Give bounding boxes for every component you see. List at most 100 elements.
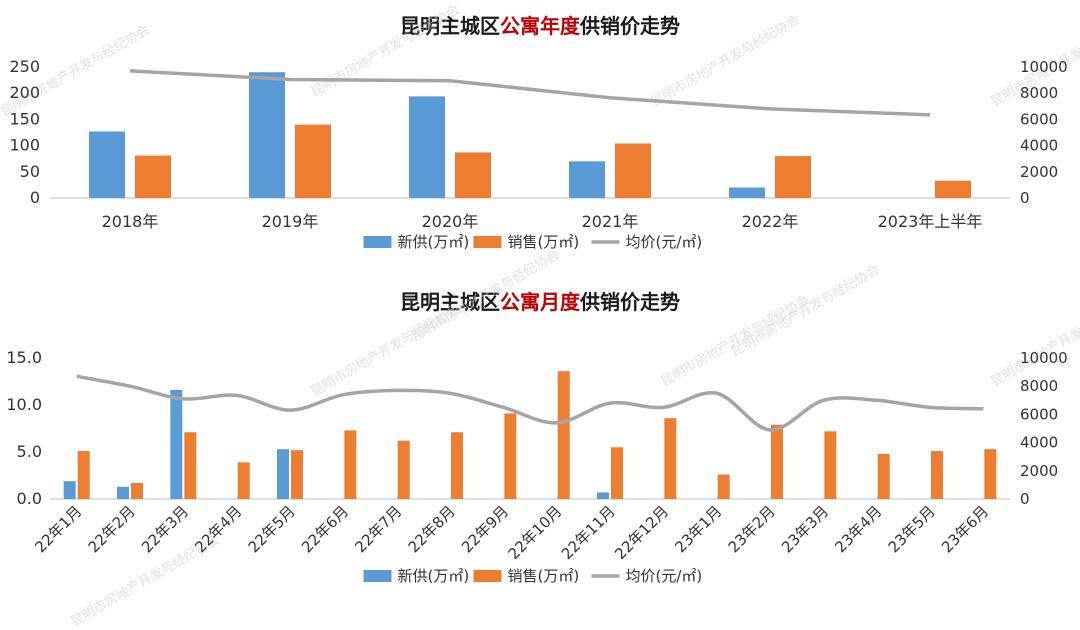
chart1-x-tick: 2020年 bbox=[422, 212, 479, 231]
chart2-sales-bar bbox=[611, 447, 623, 499]
charts-canvas: 250 200 150 100 50 0 10000 8000 6000 4000 2000 0 201… bbox=[6, 57, 1068, 585]
chart2-x-tick: 22年3月 bbox=[138, 502, 192, 556]
chart1-y2-tick: 6000 bbox=[1020, 110, 1058, 128]
chart2-supply-bar bbox=[117, 486, 129, 499]
chart1-supply-bar bbox=[89, 131, 125, 198]
chart2-sales-bar bbox=[877, 453, 890, 499]
chart1-y-tick: 250 bbox=[9, 57, 40, 76]
chart2-y-tick: 15.0 bbox=[6, 348, 42, 367]
chart2-sales-bar bbox=[504, 413, 517, 499]
chart2-title-part3: 供销价走势 bbox=[580, 290, 680, 314]
chart2-sales-bar bbox=[131, 483, 143, 499]
chart1-y2-tick: 8000 bbox=[1020, 84, 1058, 102]
chart2-sales-bar bbox=[77, 451, 90, 499]
chart1-legend-swatch bbox=[473, 236, 502, 248]
chart2-sales-bar bbox=[771, 424, 783, 499]
chart2-y-tick: 5.0 bbox=[17, 442, 42, 461]
chart2-x-tick: 23年1月 bbox=[671, 502, 725, 556]
chart1-legend-label: 新供(万㎡) bbox=[398, 233, 470, 251]
chart2-legend-label: 均价(元/㎡) bbox=[626, 567, 703, 585]
chart2-y2-tick: 8000 bbox=[1020, 377, 1058, 395]
chart2-x-tick: 22年1月 bbox=[31, 502, 85, 556]
chart1-title-part1: 昆明主城区 bbox=[400, 14, 500, 38]
chart2-y-tick: 0.0 bbox=[17, 489, 42, 508]
chart2-sales-bar bbox=[664, 418, 677, 499]
chart2-x-tick: 22年7月 bbox=[351, 502, 405, 556]
chart2-title: 昆明主城区公寓月度供销价走势 bbox=[0, 286, 1080, 315]
chart2-x-tick: 22年12月 bbox=[611, 502, 672, 563]
chart2-y2-tick: 10000 bbox=[1020, 349, 1068, 367]
chart2-supply-bar bbox=[597, 492, 609, 499]
chart1-sales-bar bbox=[295, 124, 331, 198]
chart1-y2-tick: 4000 bbox=[1020, 137, 1058, 155]
chart2-sales-bar bbox=[451, 432, 463, 499]
chart2-supply-bar bbox=[170, 389, 183, 499]
chart1-x-tick: 2018年 bbox=[102, 212, 159, 231]
chart1-title: 昆明主城区公寓年度供销价走势 bbox=[0, 10, 1080, 39]
chart1-y2-tick: 2000 bbox=[1020, 163, 1058, 181]
chart1-supply-bar bbox=[569, 161, 605, 198]
chart1-legend-swatch bbox=[363, 236, 392, 248]
chart1-title-part3: 供销价走势 bbox=[580, 14, 680, 38]
chart2-sales-bar bbox=[717, 474, 730, 499]
chart2-x-tick: 23年2月 bbox=[725, 502, 779, 556]
chart2-y2-tick: 6000 bbox=[1020, 405, 1058, 423]
chart2-x-tick: 23年3月 bbox=[778, 502, 832, 556]
chart1-legend-label: 销售(万㎡) bbox=[508, 233, 580, 251]
chart1-y2-tick: 0 bbox=[1020, 189, 1030, 207]
chart2-y2-tick: 0 bbox=[1020, 490, 1030, 508]
chart1-sales-bar bbox=[775, 156, 811, 198]
chart1-price-line bbox=[129, 69, 931, 117]
chart2-sales-bar bbox=[184, 432, 197, 499]
chart1-x-tick: 2019年 bbox=[262, 212, 319, 231]
chart1-x-tick: 2022年 bbox=[742, 212, 799, 231]
chart1-title-highlight: 公寓年度 bbox=[500, 14, 580, 38]
chart2-x-tick: 23年4月 bbox=[831, 502, 885, 556]
chart2-x-tick: 22年2月 bbox=[85, 502, 139, 556]
chart2-sales-bar bbox=[931, 451, 943, 499]
chart2-legend-label: 新供(万㎡) bbox=[398, 567, 470, 585]
chart1-sales-bar bbox=[455, 152, 491, 198]
chart2-sales-bar bbox=[291, 450, 303, 499]
chart1-legend-label: 均价(元/㎡) bbox=[626, 233, 703, 251]
chart1-supply-bar bbox=[729, 187, 765, 198]
chart2-y2-tick: 2000 bbox=[1020, 462, 1058, 480]
chart2-sales-bar bbox=[237, 462, 250, 499]
chart2-y2-tick: 4000 bbox=[1020, 434, 1058, 452]
chart1-x-tick: 2023年上半年 bbox=[878, 212, 983, 231]
chart1-y-tick: 200 bbox=[9, 83, 40, 102]
chart2-title-highlight: 公寓月度 bbox=[500, 290, 580, 314]
chart2-x-tick: 22年9月 bbox=[458, 502, 512, 556]
chart2-legend-swatch bbox=[363, 570, 392, 582]
chart2-sales-bar bbox=[824, 431, 837, 499]
chart1-y-tick: 150 bbox=[9, 109, 40, 128]
chart2-price-line bbox=[76, 374, 984, 432]
chart1-y-tick: 0 bbox=[30, 188, 40, 207]
chart2-legend-label: 销售(万㎡) bbox=[508, 567, 580, 585]
chart1-sales-bar bbox=[935, 180, 971, 198]
chart1-sales-bar bbox=[135, 155, 171, 198]
chart2-x-tick: 23年6月 bbox=[938, 502, 992, 556]
chart1-x-tick: 2021年 bbox=[582, 212, 639, 231]
chart2-x-tick: 23年5月 bbox=[885, 502, 939, 556]
chart2-sales-bar bbox=[397, 440, 410, 499]
chart2-x-tick: 22年5月 bbox=[245, 502, 299, 556]
chart2-legend-swatch bbox=[473, 570, 502, 582]
chart1-y-tick: 50 bbox=[20, 162, 40, 181]
chart2-x-tick: 22年10月 bbox=[505, 502, 566, 563]
chart1-sales-bar bbox=[615, 143, 651, 198]
chart2-title-part1: 昆明主城区 bbox=[400, 290, 500, 314]
chart1-supply-bar bbox=[409, 96, 445, 198]
chart2-x-tick: 22年11月 bbox=[558, 502, 619, 563]
chart2-x-tick: 22年6月 bbox=[298, 502, 352, 556]
chart2-x-tick: 22年4月 bbox=[191, 502, 245, 556]
chart2-supply-bar bbox=[277, 449, 289, 499]
chart2-sales-bar bbox=[344, 430, 357, 499]
chart2-sales-bar bbox=[557, 371, 570, 499]
chart1-supply-bar bbox=[249, 72, 285, 198]
chart1-y2-tick: 10000 bbox=[1020, 58, 1068, 76]
chart1-y-tick: 100 bbox=[9, 136, 40, 155]
chart2-sales-bar bbox=[984, 449, 997, 499]
chart2-supply-bar bbox=[63, 481, 76, 499]
chart2-x-tick: 22年8月 bbox=[405, 502, 459, 556]
